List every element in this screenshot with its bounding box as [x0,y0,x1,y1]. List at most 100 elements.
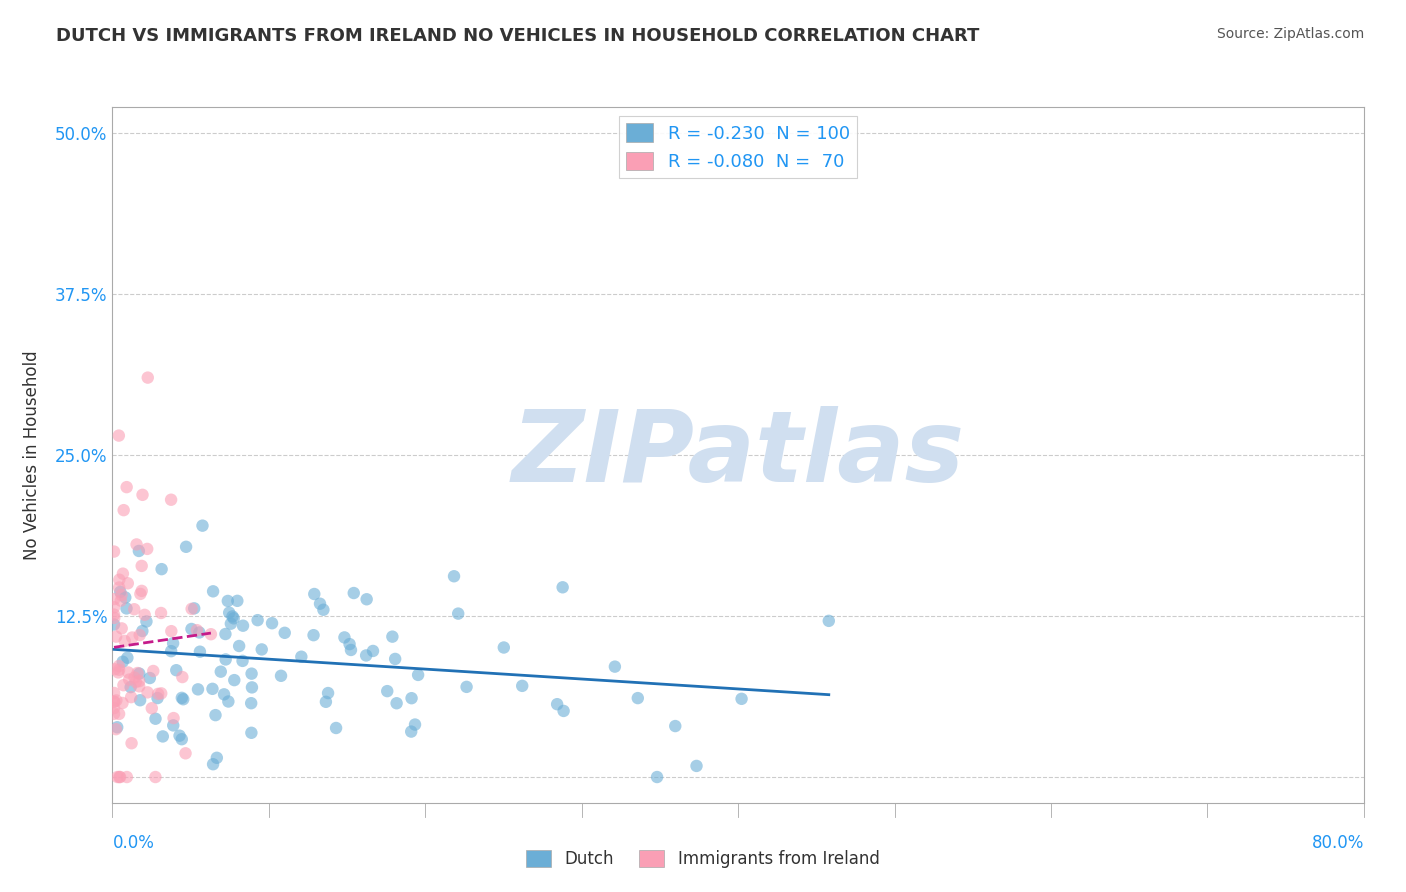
Point [232,654,254,668]
Point [187,682,209,697]
Point [117,665,139,680]
Point [160,644,183,658]
Point [333,631,356,645]
Point [152,730,174,744]
Point [108,573,131,587]
Point [103,686,125,700]
Text: ZIPatlas: ZIPatlas [512,407,965,503]
Point [553,704,575,718]
Point [170,690,193,705]
Point [112,503,135,517]
Point [128,679,150,693]
Point [162,711,184,725]
Point [125,537,148,551]
Point [108,581,131,595]
Point [162,718,184,732]
Point [240,726,263,740]
Point [224,673,246,687]
Point [103,617,125,632]
Point [228,639,250,653]
Text: 80.0%: 80.0% [1312,834,1364,852]
Point [174,747,197,761]
Point [205,751,228,765]
Point [104,722,127,736]
Point [165,663,187,677]
Point [240,696,263,710]
Point [510,679,533,693]
Point [250,642,273,657]
Point [180,602,202,616]
Point [406,668,429,682]
Point [103,706,125,721]
Point [111,566,134,581]
Legend: R = -0.230  N = 100, R = -0.080  N =  70: R = -0.230 N = 100, R = -0.080 N = 70 [619,116,858,178]
Point [129,587,152,601]
Point [325,721,347,735]
Point [200,627,222,641]
Point [136,370,159,384]
Point [121,631,143,645]
Point [111,621,134,635]
Point [232,618,254,632]
Point [260,616,283,631]
Point [131,488,153,502]
Point [160,492,183,507]
Point [150,686,173,700]
Point [354,648,377,663]
Point [135,615,157,629]
Point [142,664,165,678]
Point [121,736,143,750]
Point [111,655,134,669]
Point [174,540,197,554]
Point [131,624,153,638]
Point [111,696,134,710]
Point [162,636,184,650]
Point [128,674,150,689]
Point [150,606,173,620]
Point [103,701,125,715]
Point [172,670,194,684]
Point [546,697,568,711]
Point [110,593,132,607]
Point [201,681,224,696]
Point [240,681,263,695]
Point [115,480,138,494]
Point [115,601,138,615]
Point [108,770,131,784]
Point [240,666,263,681]
Point [108,663,131,677]
Point [551,580,574,594]
Point [191,518,214,533]
Point [685,759,707,773]
Point [730,691,752,706]
Point [361,644,384,658]
Point [107,770,129,784]
Point [183,601,205,615]
Point [131,558,153,573]
Point [136,541,159,556]
Point [105,693,128,707]
Text: 0.0%: 0.0% [112,834,155,852]
Point [645,770,668,784]
Point [343,586,366,600]
Point [204,708,226,723]
Point [120,680,142,694]
Point [105,630,128,644]
Point [456,680,478,694]
Point [108,770,131,784]
Point [226,594,249,608]
Point [114,591,136,605]
Point [103,611,125,625]
Point [214,627,236,641]
Point [290,649,312,664]
Point [128,544,150,558]
Point [108,659,131,673]
Point [110,585,132,599]
Point [274,625,297,640]
Point [627,691,650,706]
Point [270,669,292,683]
Point [103,544,125,558]
Point [385,696,408,710]
Point [302,628,325,642]
Point [339,637,361,651]
